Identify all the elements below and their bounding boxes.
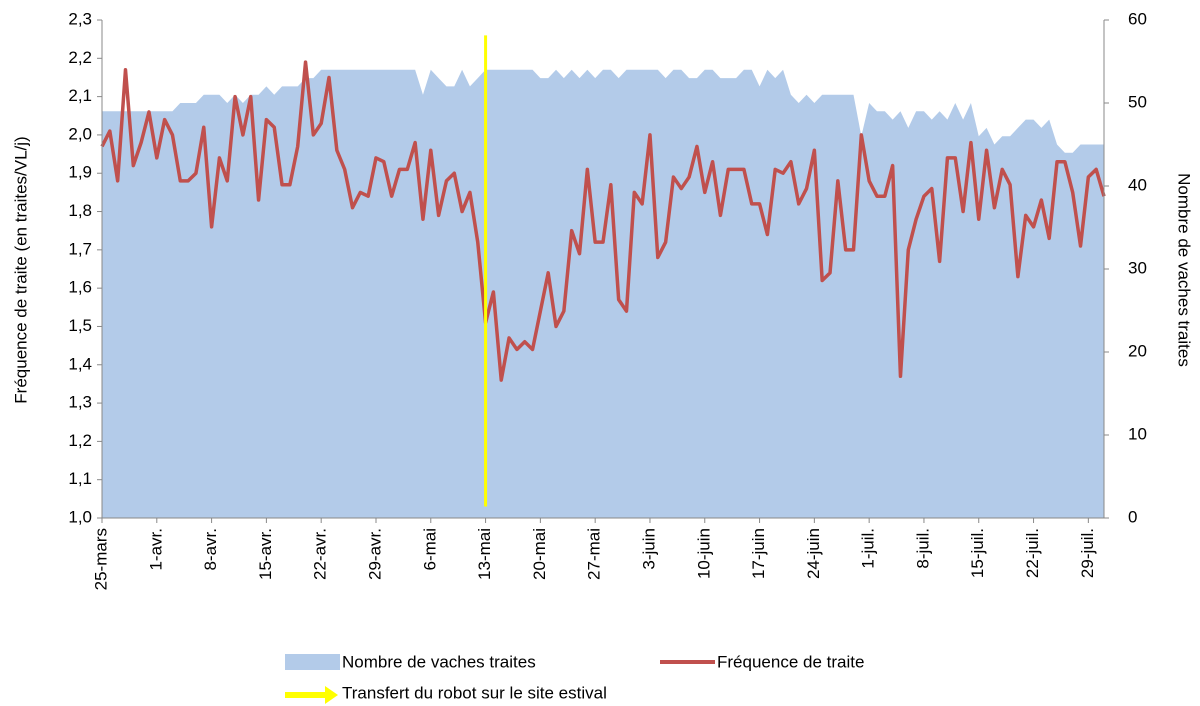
legend-swatch (285, 686, 338, 704)
y2-tick-label: 50 (1128, 92, 1147, 111)
x-tick-label: 8-avr. (201, 528, 220, 571)
x-tick-label: 15-juil. (968, 528, 987, 578)
y-tick-label: 1,5 (68, 316, 92, 335)
y-tick-label: 2,0 (68, 124, 92, 143)
y-tick-label: 1,6 (68, 278, 92, 297)
x-tick-label: 15-avr. (256, 528, 275, 580)
line (100, 60, 1106, 382)
x-tick-label: 3-juin (639, 528, 658, 570)
x-tick-label: 22-avr. (311, 528, 330, 580)
x-tick-label: 1-juil. (859, 528, 878, 569)
y2-tick-label: 20 (1128, 341, 1147, 360)
y-tick-label: 1,0 (68, 507, 92, 526)
x-tick-label: 22-juil. (1023, 528, 1042, 578)
x-tick-label: 6-mai (420, 528, 439, 571)
y2-tick-label: 0 (1128, 507, 1137, 526)
y2-tick-label: 30 (1128, 258, 1147, 277)
x-tick-label: 20-mai (530, 528, 549, 580)
x-tick-label: 29-avr. (365, 528, 384, 580)
y-tick-label: 1,4 (68, 354, 92, 373)
y-tick-label: 2,2 (68, 48, 92, 67)
y-tick-label: 1,2 (68, 431, 92, 450)
y2-axis-label: Nombre de vaches traites (1175, 173, 1194, 367)
x-tick-label: 27-mai (585, 528, 604, 580)
x-tick-label: 13-mai (475, 528, 494, 580)
x-tick-label: 8-juil. (913, 528, 932, 569)
legend-label: Nombre de vaches traites (342, 652, 536, 671)
x-tick-label: 10-juin (694, 528, 713, 579)
y-tick-label: 1,8 (68, 201, 92, 220)
x-tick-label: 29-juil. (1078, 528, 1097, 578)
y-axis-label: Fréquence de traite (en traites/VL/j) (11, 136, 30, 403)
y-tick-label: 1,9 (68, 163, 92, 182)
y2-tick-label: 60 (1128, 9, 1147, 28)
x-tick-label: 17-juin (749, 528, 768, 579)
legend-swatch (285, 654, 340, 670)
y2-tick-label: 10 (1128, 424, 1147, 443)
y-tick-label: 2,3 (68, 9, 92, 28)
y-tick-label: 1,1 (68, 469, 92, 488)
area (102, 69, 1104, 519)
y-tick-label: 2,1 (68, 86, 92, 105)
x-tick-label: 24-juin (804, 528, 823, 579)
x-tick-label: 25-mars (91, 528, 110, 590)
y-tick-label: 1,7 (68, 239, 92, 258)
y-tick-label: 1,3 (68, 393, 92, 412)
legend-label: Fréquence de traite (717, 652, 864, 671)
legend-label: Transfert du robot sur le site estival (342, 683, 607, 702)
y2-tick-label: 40 (1128, 175, 1147, 194)
x-tick-label: 1-avr. (146, 528, 165, 571)
